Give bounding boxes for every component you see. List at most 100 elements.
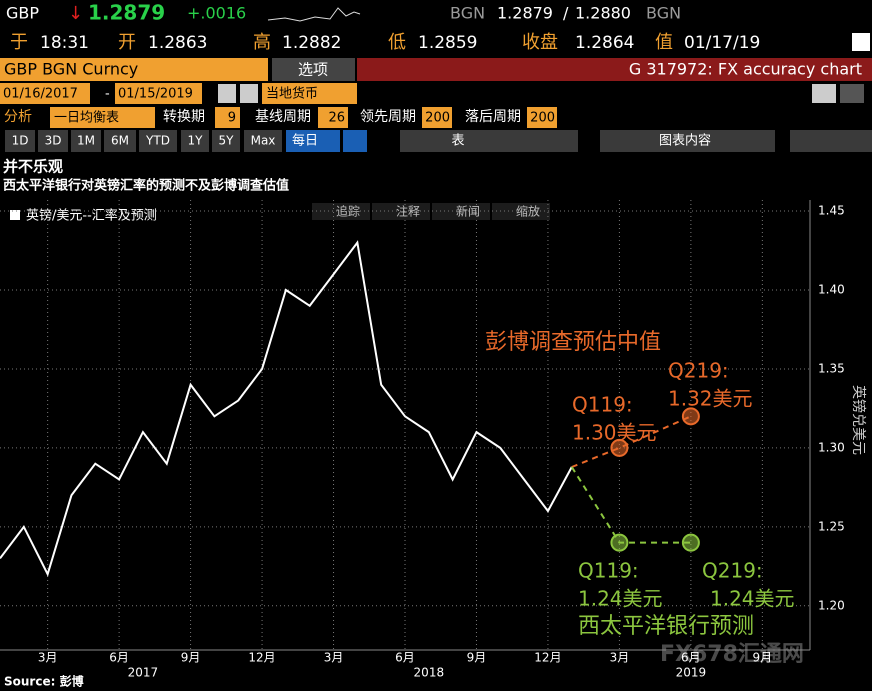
period-button[interactable] — [38, 130, 68, 152]
y-tick-label: 1.25 — [818, 519, 845, 533]
period-button[interactable] — [244, 130, 282, 152]
period-button[interactable] — [5, 130, 35, 152]
study: 一日均衡表 — [54, 111, 119, 126]
chart-subtitle: 西太平洋银行对英镑汇率的预测不及彭博调查估值 — [3, 178, 289, 194]
chart-type-button[interactable] — [343, 130, 367, 152]
period-button[interactable] — [104, 130, 136, 152]
y-tick-label: 1.40 — [818, 283, 845, 297]
chart-title: 并不乐观 — [3, 158, 63, 176]
options-button[interactable] — [272, 58, 355, 81]
price-line — [0, 240, 573, 577]
annotation: 1.30美元 — [572, 421, 657, 445]
source: Source: 彭博 — [4, 674, 84, 689]
period: Max — [251, 134, 276, 148]
period: 1M — [77, 134, 95, 148]
value: 1.2864 — [575, 33, 634, 53]
next-button[interactable] — [240, 84, 258, 103]
x-tick-label: 12月 — [534, 651, 561, 665]
period: 3D — [45, 134, 62, 148]
value: 1.2859 — [418, 33, 477, 53]
source: BGN — [646, 4, 681, 23]
forecast-marker — [610, 438, 629, 457]
period-button[interactable] — [139, 130, 177, 152]
x-tick-label: 6月 — [395, 651, 415, 665]
value: 9 — [228, 111, 236, 126]
chart-content-button[interactable] — [600, 130, 775, 152]
legend-swatch — [10, 210, 20, 220]
icon[interactable] — [852, 33, 870, 51]
ticker: GBP — [6, 4, 39, 23]
last-price: 1.2879 — [88, 1, 165, 25]
x-tick-label: 6月 — [681, 651, 701, 665]
change: +.0016 — [187, 4, 246, 23]
period-button[interactable] — [181, 130, 209, 152]
label: 转换期 — [163, 108, 205, 125]
value: 18:31 — [40, 33, 89, 53]
label: 值 — [655, 32, 673, 53]
end-date: 01/15/2019 — [118, 87, 193, 102]
currency: 当地货币 — [266, 86, 318, 102]
security: GBP BGN Curncy — [4, 60, 138, 79]
start-date: 01/16/2017 — [3, 87, 78, 102]
x-tick-label: 12月 — [248, 651, 275, 665]
annotation: 西太平洋银行预测 — [578, 614, 754, 639]
frequency-button[interactable] — [286, 130, 340, 152]
label: 高 — [253, 32, 271, 53]
study-field[interactable] — [50, 107, 155, 128]
label: 于 — [10, 32, 28, 53]
field[interactable] — [422, 107, 452, 128]
label: 领先周期 — [360, 109, 416, 125]
period: YTD — [145, 134, 170, 148]
redo-button[interactable] — [840, 84, 864, 103]
sparkline — [267, 7, 361, 22]
field[interactable] — [527, 107, 557, 128]
date-field[interactable] — [115, 83, 202, 104]
security-field[interactable] — [0, 58, 268, 81]
field[interactable] — [318, 107, 348, 128]
legend-label: 英镑/美元--汇率及预测 — [26, 208, 157, 224]
period-button[interactable] — [71, 130, 101, 152]
options: 选项 — [298, 61, 328, 79]
annotation: 1.24美元 — [710, 587, 795, 611]
forecast-marker — [610, 533, 629, 552]
period: 5Y — [219, 134, 235, 148]
x-tick-label: 3月 — [324, 651, 344, 665]
value: 200 — [530, 111, 555, 126]
source: BGN — [450, 4, 485, 23]
chart-content: 图表内容 — [659, 133, 711, 149]
ask: 1.2880 — [575, 4, 631, 23]
x-year-label: 2019 — [676, 666, 707, 680]
field[interactable] — [215, 107, 240, 128]
annotation: 1.24美元 — [578, 587, 663, 611]
forecast-marker — [681, 533, 700, 552]
bid: 1.2879 — [497, 4, 553, 23]
annotation: 1.32美元 — [668, 387, 753, 411]
value: 1.2863 — [148, 33, 207, 53]
x-tick-label: 9月 — [753, 651, 773, 665]
table-button[interactable] — [400, 130, 578, 152]
period: 1Y — [188, 134, 204, 148]
function-bar — [357, 58, 872, 81]
separator: / — [563, 4, 569, 23]
annotation: Q119: — [578, 559, 639, 583]
x-tick-label: 9月 — [467, 651, 487, 665]
annotation: Q219: — [668, 359, 729, 383]
currency-field[interactable] — [262, 83, 357, 104]
y-axis-label: 英镑兑美元 — [850, 385, 867, 455]
period: 6M — [111, 134, 129, 148]
y-tick-label: 1.45 — [818, 204, 845, 218]
x-tick-label: 3月 — [610, 651, 630, 665]
label: 基线周期 — [255, 108, 311, 125]
label: 开 — [118, 32, 136, 53]
label: 低 — [388, 32, 406, 53]
undo-button[interactable] — [812, 84, 836, 103]
value: 01/17/19 — [684, 33, 760, 53]
y-tick-label: 1.35 — [818, 361, 845, 375]
period-button[interactable] — [212, 130, 240, 152]
prev-button[interactable] — [218, 84, 236, 103]
settings-button[interactable] — [790, 130, 872, 152]
date-field[interactable] — [0, 83, 90, 104]
value: 200 — [425, 111, 450, 126]
forecast-marker — [681, 407, 700, 426]
x-year-label: 2018 — [414, 666, 445, 680]
